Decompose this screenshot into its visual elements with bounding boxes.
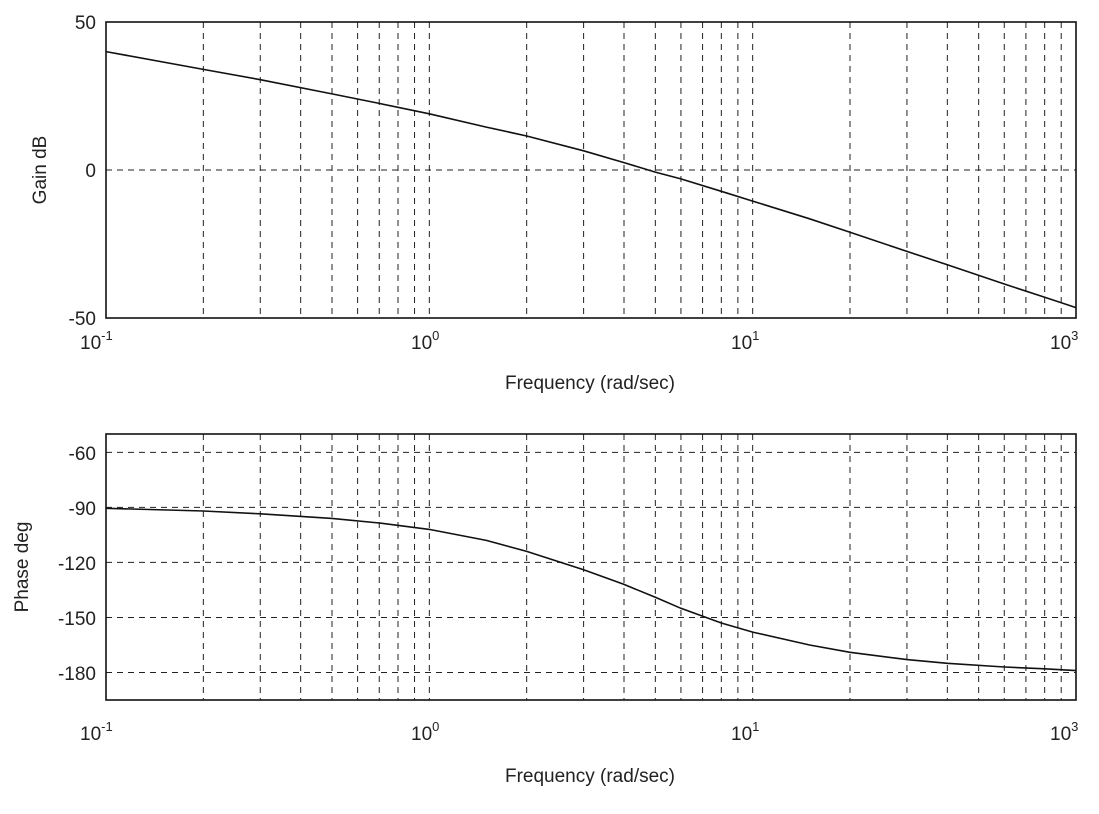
gain-x-axis-label: Frequency (rad/sec) [505, 373, 675, 394]
phase-y-tick-3: -150 [58, 609, 96, 630]
phase-curve [105, 507, 1077, 672]
phase-y-tick-1: -90 [69, 499, 96, 520]
phase-y-tick-0: -60 [69, 444, 96, 465]
phase-panel: -60 -90 -120 -150 -180 10-1 100 101 103 … [12, 433, 1078, 787]
phase-y-tick-4: -180 [58, 664, 96, 685]
phase-x-tick-0: 10-1 [80, 719, 113, 745]
gain-plot-frame [105, 21, 1077, 319]
phase-plot-frame [105, 433, 1077, 701]
phase-x-axis-label: Frequency (rad/sec) [505, 766, 675, 787]
gain-y-tick-2: -50 [69, 309, 96, 330]
phase-y-tick-2: -120 [58, 554, 96, 575]
gain-x-tick-3: 103 [1050, 328, 1078, 354]
gain-x-tick-0: 10-1 [80, 328, 113, 354]
gain-curve [105, 50, 1077, 309]
phase-y-axis-label: Phase deg [12, 522, 33, 613]
gain-y-axis-label: Gain dB [30, 136, 51, 205]
phase-x-tick-3: 103 [1050, 719, 1078, 745]
phase-x-tick-1: 100 [411, 719, 439, 745]
gain-panel: 50 0 -50 10-1 100 101 103 Frequency (rad… [30, 13, 1078, 394]
gain-grid [106, 22, 1076, 318]
gain-y-tick-0: 50 [75, 13, 96, 34]
gain-y-tick-1: 0 [85, 161, 96, 182]
gain-x-tick-2: 101 [731, 328, 759, 354]
phase-x-tick-2: 101 [731, 719, 759, 745]
phase-grid [106, 434, 1076, 700]
gain-x-tick-1: 100 [411, 328, 439, 354]
